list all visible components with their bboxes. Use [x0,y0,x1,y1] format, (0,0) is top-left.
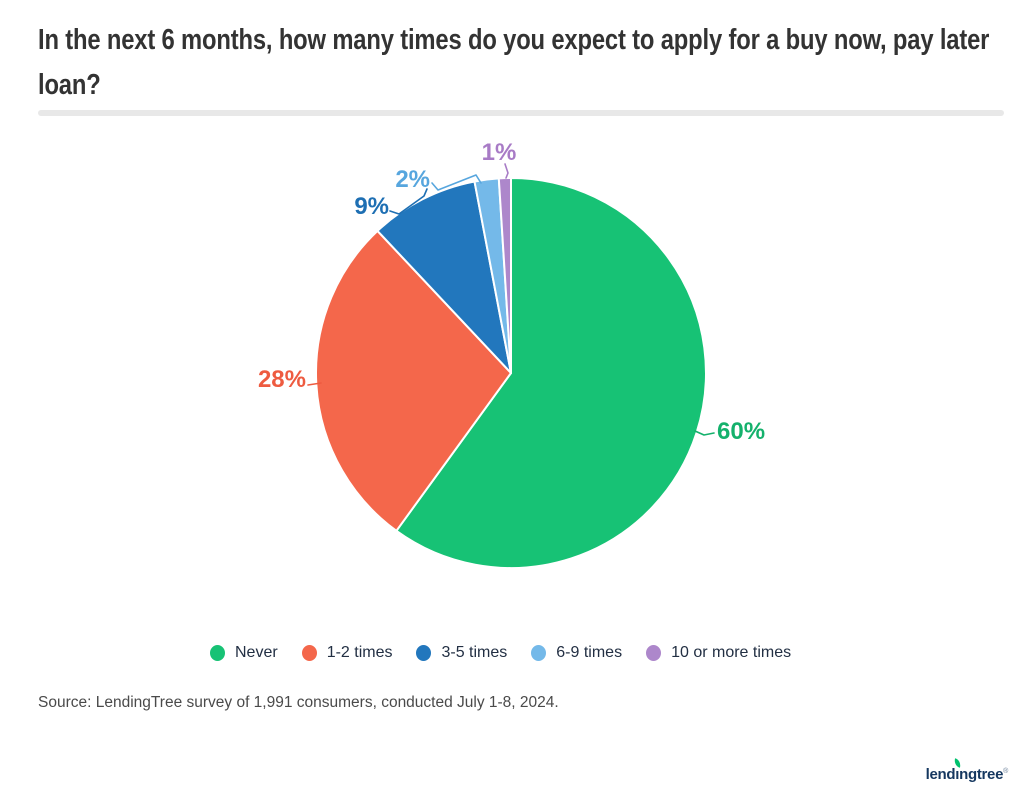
chart-title-line2: loan? [38,69,101,101]
pie-slice-never [395,177,707,569]
slice-label-10-or-more: 1% [482,139,517,166]
legend-label-1-2-times: 1-2 times [326,644,393,661]
legend-label-3-5-times: 3-5 times [441,644,508,661]
legend-dot-never-icon [210,645,225,661]
legend-label-6-9-times: 6-9 times [556,644,623,661]
slice-label-1-2-times: 28% [258,366,306,393]
leader-line-1-2-times [307,382,322,386]
pie-chart: 60% 28% 9% 2% 1% [258,139,765,569]
legend-item-3-5-times: 3-5 times [416,644,507,662]
chart-title: In the next 6 months, how many times do … [38,18,989,108]
legend-dot-10-or-more-icon [646,645,662,661]
legend-dot-3-5-times-icon [416,645,432,661]
logo-letter-i: ı [952,758,962,783]
legend-dot-1-2-times-icon [301,645,317,661]
legend-item-1-2-times: 1-2 times [301,644,393,662]
slice-label-never: 60% [717,418,765,445]
legend-label-never: Never [235,644,278,661]
chart-title-line1: In the next 6 months, how many times do … [38,24,990,56]
legend-label-10-or-more: 10 or more times [671,644,792,661]
leader-line-never [694,430,715,436]
legend-dot-6-9-times-icon [531,645,547,661]
pie-slice-3-5-times [376,180,512,374]
lendingtree-logo: lendı ngtree® [925,758,1008,783]
legend-item-6-9-times: 6-9 times [531,644,622,662]
pie-slices [315,177,707,569]
leader-line-3-5-times [389,188,428,215]
legend-item-10-or-more: 10 or more times [646,644,791,662]
logo-text-pre: lend [925,766,956,783]
leader-line-6-9-times [431,174,482,191]
slice-label-6-9-times: 2% [395,166,430,193]
leader-line-10-or-more [504,163,509,179]
source-note: Source: LendingTree survey of 1,991 cons… [38,694,559,711]
legend-item-never: Never [210,644,278,662]
legend: Never 1-2 times 3-5 times 6-9 times 10 o… [210,644,791,662]
registered-mark: ® [1003,768,1008,775]
pie-slice-10-or-more-times [497,177,512,374]
divider [38,110,1004,116]
slice-label-3-5-times: 9% [354,193,389,220]
logo-text-post: ngtree [959,766,1004,783]
pie-slice-1-2-times [315,229,512,532]
